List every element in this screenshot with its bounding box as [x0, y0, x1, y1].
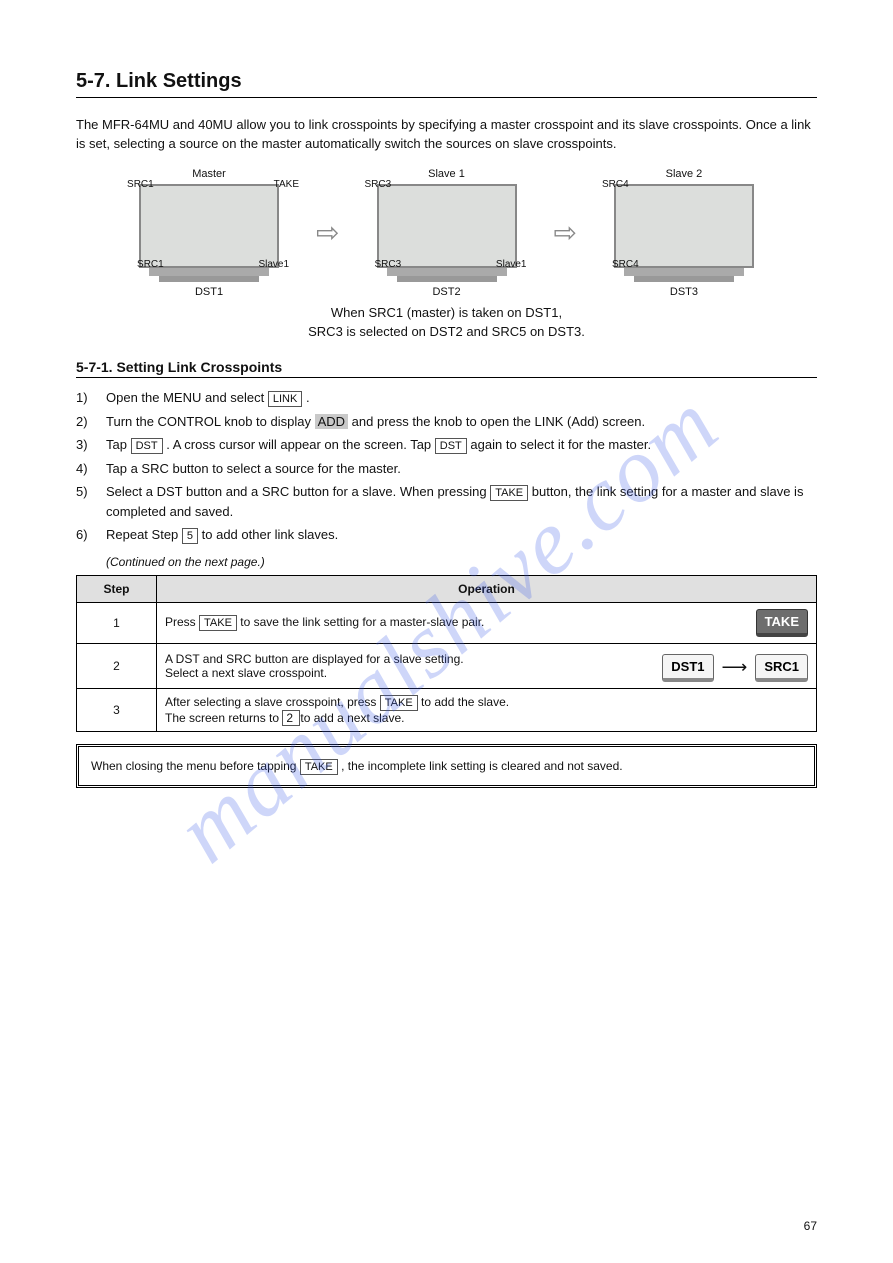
step-ref: 2	[282, 710, 300, 726]
table-step-cell: 2	[77, 643, 157, 688]
corner-label: SRC4	[612, 260, 639, 270]
monitor-footer: DST3	[599, 286, 769, 298]
take-key: TAKE	[490, 485, 528, 501]
arrow-right-icon: ⇨	[554, 216, 577, 249]
note-text: , the incomplete link setting is cleared…	[341, 759, 623, 773]
table-row: 2 A DST and SRC button are displayed for…	[77, 643, 817, 688]
operation-table: Step Operation 1 Press TAKE to save the …	[76, 575, 817, 732]
step-text: Tap	[106, 437, 131, 452]
arrow-right-icon: ⇨	[316, 216, 339, 249]
take-key: TAKE	[199, 615, 237, 631]
table-row: 1 Press TAKE to save the link setting fo…	[77, 602, 817, 643]
step-number: 3)	[76, 435, 94, 455]
monitor-label: Slave 1	[362, 168, 532, 180]
take-button-icon: TAKE	[756, 609, 808, 637]
op-text: Select a next slave crosspoint.	[165, 666, 464, 680]
step-row: 4) Tap a SRC button to select a source f…	[76, 459, 817, 479]
section1-paragraph: The MFR-64MU and 40MU allow you to link …	[76, 116, 817, 154]
step-row: 3) Tap DST . A cross cursor will appear …	[76, 435, 817, 455]
monitor-screen-icon	[377, 184, 517, 268]
step-text: Tap a SRC button to select a source for …	[106, 459, 817, 479]
table-op-cell: Press TAKE to save the link setting for …	[157, 602, 817, 643]
op-text: A DST and SRC button are displayed for a…	[165, 652, 464, 666]
monitor-slave2: Slave 2 SRC4 SRC4 DST3	[599, 168, 769, 298]
step-number: 5)	[76, 482, 94, 521]
op-text: Press	[165, 615, 199, 629]
step-text: Repeat Step	[106, 527, 182, 542]
take-key: TAKE	[300, 759, 338, 775]
monitor-footer: DST1	[124, 286, 294, 298]
step-text: to add other link slaves.	[202, 527, 339, 542]
monitor-master: Master SRC1 TAKE SRC1 Slave1 DST1	[124, 168, 294, 298]
dst-key: DST	[131, 438, 163, 454]
step-row: 2) Turn the CONTROL knob to display ADD …	[76, 412, 817, 432]
table-header-step: Step	[77, 575, 157, 602]
take-key: TAKE	[380, 695, 418, 711]
dst-key: DST	[435, 438, 467, 454]
src-button-icon: SRC1	[755, 654, 808, 682]
corner-label: Slave1	[258, 260, 289, 270]
step-text: Select a DST button and a SRC button for…	[106, 484, 490, 499]
divider	[76, 97, 817, 98]
step-number: 1)	[76, 388, 94, 408]
note-text: When closing the menu before tapping	[91, 759, 300, 773]
corner-label: TAKE	[274, 180, 299, 190]
divider	[76, 377, 817, 378]
table-op-cell: After selecting a slave crosspoint, pres…	[157, 688, 817, 731]
step5-key: 5	[182, 528, 198, 544]
corner-label: SRC3	[375, 260, 402, 270]
corner-label: SRC1	[127, 180, 154, 190]
step-text: Open the MENU and select	[106, 390, 268, 405]
table-op-cell: A DST and SRC button are displayed for a…	[157, 643, 817, 688]
dst-button-icon: DST1	[662, 654, 713, 682]
note-box: When closing the menu before tapping TAK…	[76, 744, 817, 788]
step-text: Turn the CONTROL knob to display	[106, 414, 315, 429]
diagram-caption: When SRC1 (master) is taken on DST1, SRC…	[76, 304, 817, 342]
step-text: .	[306, 390, 310, 405]
step-number: 4)	[76, 459, 94, 479]
subsection-title: 5-7-1. Setting Link Crosspoints	[76, 359, 817, 375]
op-text: to add a next slave.	[300, 711, 404, 725]
table-row: 3 After selecting a slave crosspoint, pr…	[77, 688, 817, 731]
monitor-label: Master	[124, 168, 294, 180]
monitor-footer: DST2	[362, 286, 532, 298]
op-text: to add the slave.	[421, 695, 509, 709]
step-text: and press the knob to open the LINK (Add…	[352, 414, 645, 429]
step-text: again to select it for the master.	[470, 437, 651, 452]
op-text: to save the link setting for a master-sl…	[240, 615, 484, 629]
link-key: LINK	[268, 391, 302, 407]
monitor-label: Slave 2	[599, 168, 769, 180]
monitor-screen-icon	[614, 184, 754, 268]
step-row: 5) Select a DST button and a SRC button …	[76, 482, 817, 521]
section-title-link-settings: 5-7. Link Settings	[76, 70, 817, 93]
table-step-cell: 1	[77, 602, 157, 643]
continued-note: (Continued on the next page.)	[106, 555, 817, 569]
corner-label: SRC3	[365, 180, 392, 190]
link-diagram: Master SRC1 TAKE SRC1 Slave1 DST1 ⇨ Slav…	[76, 168, 817, 298]
op-text: After selecting a slave crosspoint, pres…	[165, 695, 380, 709]
step-number: 2)	[76, 412, 94, 432]
step-row: 6) Repeat Step 5 to add other link slave…	[76, 525, 817, 545]
monitor-screen-icon	[139, 184, 279, 268]
corner-label: SRC4	[602, 180, 629, 190]
corner-label: Slave1	[496, 260, 527, 270]
table-step-cell: 3	[77, 688, 157, 731]
monitor-slave1: Slave 1 SRC3 SRC3 Slave1 DST2	[362, 168, 532, 298]
add-highlight: ADD	[315, 414, 348, 429]
step-row: 1) Open the MENU and select LINK .	[76, 388, 817, 408]
step-text: . A cross cursor will appear on the scre…	[166, 437, 435, 452]
step-number: 6)	[76, 525, 94, 545]
corner-label: SRC1	[137, 260, 164, 270]
arrow-right-icon: ⟶	[722, 657, 748, 678]
op-text: The screen returns to	[165, 711, 282, 725]
page-number: 67	[804, 1219, 817, 1233]
table-header-operation: Operation	[157, 575, 817, 602]
